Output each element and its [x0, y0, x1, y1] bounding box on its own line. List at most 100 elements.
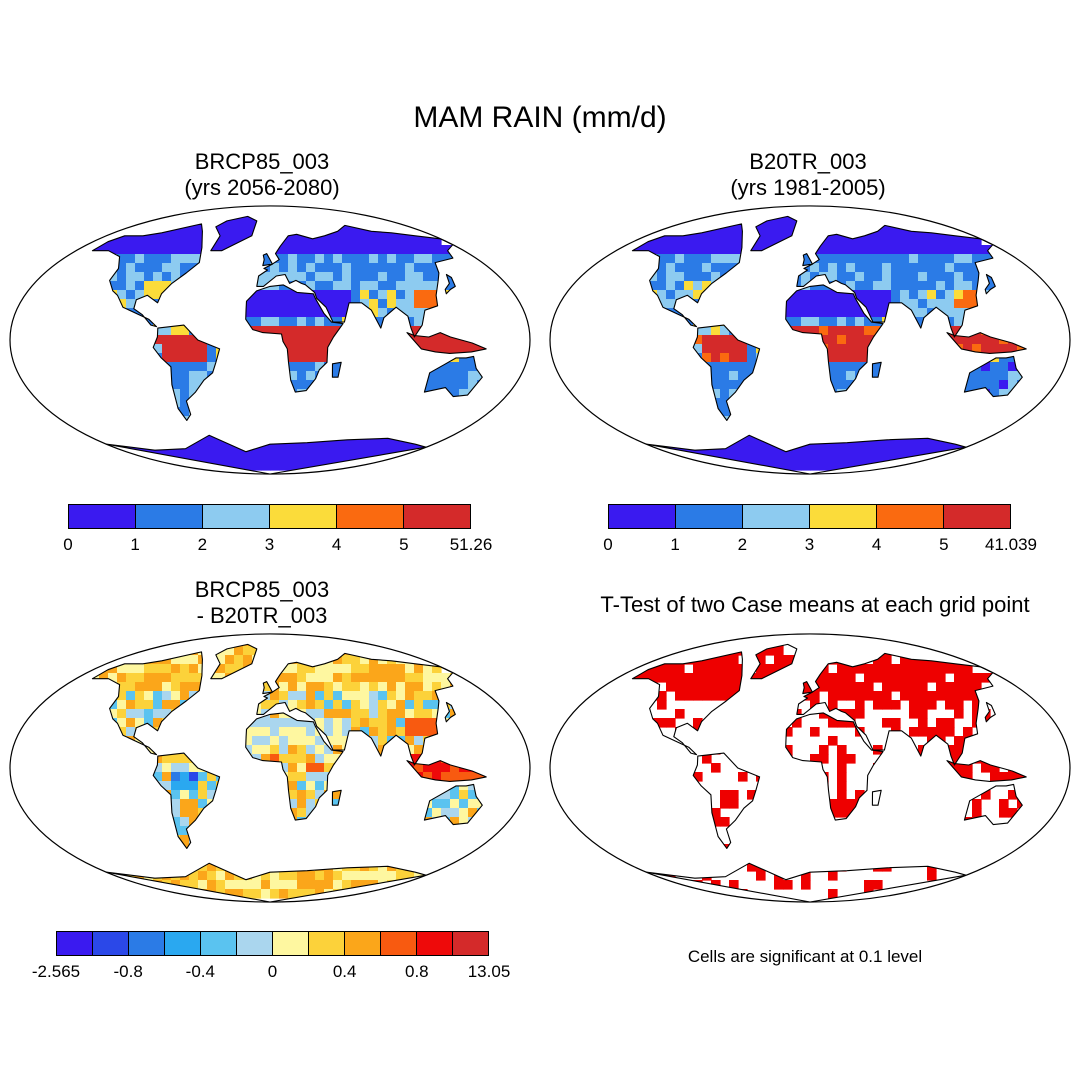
grid-cell [306, 799, 316, 809]
grid-cell [369, 664, 379, 674]
grid-cell [288, 362, 298, 372]
grid-cell [846, 281, 856, 291]
grid-cell [288, 673, 298, 683]
grid-cell [918, 443, 928, 453]
grid-cell [306, 682, 316, 692]
grid-cell [369, 691, 379, 701]
grid-cell [306, 254, 316, 264]
grid-cell [351, 871, 361, 881]
grid-cell [378, 263, 388, 273]
grid-cell [351, 673, 361, 683]
grid-cell [711, 691, 721, 701]
grid-cell [180, 691, 190, 701]
grid-cell [297, 736, 307, 746]
grid-cell [702, 281, 712, 291]
grid-cell [369, 236, 379, 246]
grid-cell [837, 236, 847, 246]
grid-cell [162, 691, 172, 701]
coastline-europeAsia [256, 652, 454, 766]
grid-cell [450, 371, 460, 381]
grid-cell [900, 290, 910, 300]
grid-cell [918, 727, 928, 737]
grid-cell [360, 655, 370, 665]
grid-cell [171, 371, 181, 381]
grid-cell [837, 790, 847, 800]
grid-cell [801, 461, 811, 471]
grid-cell [855, 344, 865, 354]
grid-cell [171, 254, 181, 264]
grid-cell [891, 452, 901, 462]
grid-cell [405, 727, 415, 737]
grid-cell [783, 880, 793, 890]
grid-cell [108, 664, 118, 674]
grid-cell [423, 272, 433, 282]
grid-cell [144, 691, 154, 701]
grid-cell [189, 880, 199, 890]
grid-cell [297, 880, 307, 890]
grid-cell [207, 443, 217, 453]
grid-cell [405, 736, 415, 746]
grid-cell [216, 673, 226, 683]
grid-cell [324, 754, 334, 764]
grid-cell [315, 344, 325, 354]
grid-cell [297, 889, 307, 899]
grid-cell [378, 245, 388, 255]
grid-cell [711, 263, 721, 273]
grid-cell [828, 691, 838, 701]
grid-cell [729, 682, 739, 692]
grid-cell [441, 808, 451, 818]
grid-cell [684, 290, 694, 300]
grid-cell [333, 290, 343, 300]
grid-cell [369, 718, 379, 728]
grid-cell [171, 763, 181, 773]
grid-cell [864, 880, 874, 890]
colorbar-tick-label: 1 [670, 535, 680, 554]
grid-cell [189, 763, 199, 773]
colorbar-tick-label: 1 [130, 535, 140, 554]
grid-cell [243, 218, 253, 228]
grid-cell [387, 299, 397, 309]
grid-cell [810, 461, 820, 471]
grid-cell [279, 745, 289, 755]
grid-cell [936, 254, 946, 264]
grid-cell [459, 362, 469, 372]
grid-cell [360, 263, 370, 273]
grid-cell [900, 263, 910, 273]
grid-cell [432, 380, 442, 390]
coastline-europeAsia [796, 652, 994, 766]
grid-cell [999, 344, 1009, 354]
grid-cell [720, 227, 730, 237]
grid-cell [387, 263, 397, 273]
grid-cell [927, 443, 937, 453]
grid-cell [108, 245, 118, 255]
grid-cell [288, 443, 298, 453]
grid-cell [261, 326, 271, 336]
grid-cell [684, 245, 694, 255]
grid-cell [351, 443, 361, 453]
grid-cell [135, 691, 145, 701]
grid-cell [189, 380, 199, 390]
grid-cell [450, 808, 460, 818]
grid-cell [144, 718, 154, 728]
grid-cell [972, 371, 982, 381]
grid-cell [828, 682, 838, 692]
grid-cell [333, 682, 343, 692]
grid-cell [378, 308, 388, 318]
grid-cell [333, 871, 343, 881]
grid-cell [153, 254, 163, 264]
grid-cell [972, 272, 982, 282]
grid-cell [819, 754, 829, 764]
grid-cell [819, 335, 829, 345]
grid-cell [927, 290, 937, 300]
grid-cell [738, 371, 748, 381]
grid-cell [153, 290, 163, 300]
grid-cell [387, 281, 397, 291]
grid-cell [441, 362, 451, 372]
grid-cell [315, 718, 325, 728]
grid-cell [747, 862, 757, 872]
grid-cell [711, 371, 721, 381]
grid-cell [288, 700, 298, 710]
grid-cell [144, 236, 154, 246]
grid-cell [369, 299, 379, 309]
grid-cell [333, 880, 343, 890]
